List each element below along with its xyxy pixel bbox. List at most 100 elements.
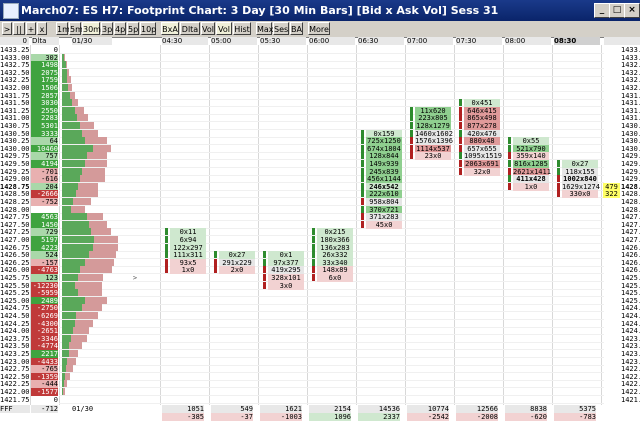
profile-ask-bar: [62, 289, 79, 297]
close-button[interactable]: ×: [624, 3, 640, 18]
footprint-cell[interactable]: 1095x1519: [464, 152, 502, 161]
toolbar-button-x[interactable]: x: [37, 22, 47, 35]
footprint-cell[interactable]: 371x283: [366, 213, 402, 222]
footprint-cell[interactable]: 93x5: [170, 258, 206, 267]
footprint-cell[interactable]: 1002x840: [562, 175, 598, 184]
maximize-button[interactable]: □: [609, 3, 625, 18]
footprint-cell[interactable]: 0x11: [170, 228, 206, 237]
toolbar-button-10p[interactable]: 10p: [140, 22, 156, 35]
footprint-cell[interactable]: 646x415: [464, 106, 500, 115]
profile-bid-bar: [87, 152, 107, 160]
bar-range-marker: [312, 243, 315, 251]
footprint-cell[interactable]: 880x48: [464, 137, 500, 146]
footprint-cell[interactable]: 1460x1602: [415, 129, 453, 138]
footprint-cell[interactable]: 45x0: [366, 220, 402, 229]
footprint-cell[interactable]: 456x1144: [366, 175, 402, 184]
toolbar-button-ba[interactable]: BA: [290, 22, 303, 35]
footprint-cell[interactable]: 2x0: [219, 266, 255, 275]
footprint-cell[interactable]: 149x939: [366, 160, 402, 168]
price-label-right: 1432.00: [621, 84, 640, 92]
row-gridline: [59, 205, 604, 206]
toolbar-button-x[interactable]: +: [26, 22, 36, 35]
footprint-cell[interactable]: 674x1804: [366, 144, 402, 153]
footprint-cell[interactable]: 521x790: [513, 144, 549, 153]
footprint-cell[interactable]: 136x283: [317, 243, 353, 252]
footprint-cell[interactable]: 148x89: [317, 266, 353, 275]
row-gridline: [59, 311, 604, 313]
footprint-cell[interactable]: 865x498: [464, 114, 500, 123]
toolbar-button-vol[interactable]: Vol: [216, 22, 232, 35]
toolbar-button-bxa[interactable]: BxA: [161, 22, 179, 35]
footer-volume: 10774: [407, 405, 449, 413]
footprint-cell[interactable]: 2621x1411: [513, 167, 551, 176]
delta-cell: -157: [31, 258, 58, 267]
footprint-cell[interactable]: 370x721: [366, 205, 402, 214]
profile-bid-bar: [71, 99, 79, 107]
toolbar-button-ses[interactable]: Ses: [273, 22, 289, 35]
footprint-cell[interactable]: 330x0: [562, 190, 598, 199]
profile-bid-bar: [69, 342, 82, 350]
toolbar-button-1m[interactable]: 1m: [56, 22, 70, 35]
price-label-right: 1421.75: [621, 395, 640, 404]
toolbar-button-hist[interactable]: Hist: [233, 22, 251, 35]
footprint-cell[interactable]: 420x476: [464, 129, 500, 138]
toolbar-button-more[interactable]: More: [308, 22, 330, 35]
footprint-cell[interactable]: 118x155: [562, 167, 598, 176]
footprint-cell[interactable]: 128x844: [366, 152, 402, 161]
bar-range-marker: [263, 258, 266, 266]
footprint-cell[interactable]: 97x377: [268, 258, 304, 267]
footprint-cell[interactable]: 725x1250: [366, 137, 402, 146]
footprint-cell[interactable]: 11x620: [415, 106, 451, 115]
footprint-cell[interactable]: 0x159: [366, 129, 402, 138]
footprint-cell[interactable]: 1x0: [170, 266, 206, 275]
footprint-cell[interactable]: 222x610: [366, 190, 402, 199]
footprint-cell[interactable]: 1629x1274: [562, 182, 600, 191]
minimize-button[interactable]: _: [594, 3, 610, 18]
toolbar-button-vol[interactable]: Vol: [201, 22, 215, 35]
footprint-cell[interactable]: 33x340: [317, 258, 353, 267]
footprint-cell[interactable]: 419x295: [268, 266, 304, 275]
toolbar-button-dlta[interactable]: Dlta: [180, 22, 200, 35]
footprint-cell[interactable]: 180x366: [317, 236, 353, 244]
footprint-cell[interactable]: 122x297: [170, 243, 206, 252]
toolbar-button-30m[interactable]: 30m: [82, 22, 101, 35]
footprint-cell[interactable]: 1576x1396: [415, 137, 453, 146]
footprint-cell[interactable]: 111x311: [170, 251, 206, 260]
footprint-cell[interactable]: 0x55: [513, 137, 549, 146]
footprint-cell[interactable]: 0x215: [317, 228, 353, 237]
footprint-cell[interactable]: 32x0: [464, 167, 500, 176]
footprint-cell[interactable]: 411x428: [513, 175, 549, 184]
footprint-cell[interactable]: 0x27: [562, 160, 598, 168]
toolbar-button-4p[interactable]: 4p: [114, 22, 126, 35]
footprint-cell[interactable]: 6x0: [317, 274, 353, 282]
toolbar-button-max[interactable]: Max: [256, 22, 274, 35]
footprint-cell[interactable]: 0x27: [219, 251, 255, 260]
footprint-cell[interactable]: 246x542: [366, 182, 402, 191]
footprint-cell[interactable]: 1114x537: [415, 144, 451, 153]
footprint-cell[interactable]: 128x1279: [415, 122, 451, 130]
footprint-cell[interactable]: 2063x691: [464, 160, 500, 168]
footprint-cell[interactable]: 877x278: [464, 122, 500, 130]
footprint-cell[interactable]: 3x0: [268, 281, 304, 290]
footprint-cell[interactable]: 359x140: [513, 152, 549, 161]
toolbar-button-5m[interactable]: 5m: [69, 22, 83, 35]
footprint-cell[interactable]: 1x0: [513, 182, 549, 191]
footprint-cell[interactable]: 26x332: [317, 251, 353, 260]
toolbar-button-3p[interactable]: 3p: [101, 22, 113, 35]
footprint-cell[interactable]: 223x805: [415, 114, 451, 123]
footprint-cell[interactable]: 291x229: [219, 258, 255, 267]
footprint-cell[interactable]: 0x451: [464, 99, 500, 108]
footprint-cell[interactable]: 6x94: [170, 236, 206, 244]
footprint-cell[interactable]: 245x839: [366, 167, 402, 176]
toolbar-button-x[interactable]: >: [2, 22, 12, 35]
footprint-cell[interactable]: 958x804: [366, 198, 402, 206]
footprint-cell[interactable]: 816x1285: [513, 160, 549, 168]
footprint-cell[interactable]: 328x101: [268, 274, 304, 282]
footprint-cell[interactable]: 657x655: [464, 144, 500, 153]
toolbar-button-xx[interactable]: ||: [13, 22, 25, 35]
toolbar-button-5p[interactable]: 5p: [127, 22, 139, 35]
price-label-right: 1430.50: [621, 129, 640, 138]
price-label-right: 1431.25: [621, 106, 640, 115]
footprint-cell[interactable]: 0x1: [268, 251, 304, 260]
footprint-cell[interactable]: 23x0: [415, 152, 451, 161]
